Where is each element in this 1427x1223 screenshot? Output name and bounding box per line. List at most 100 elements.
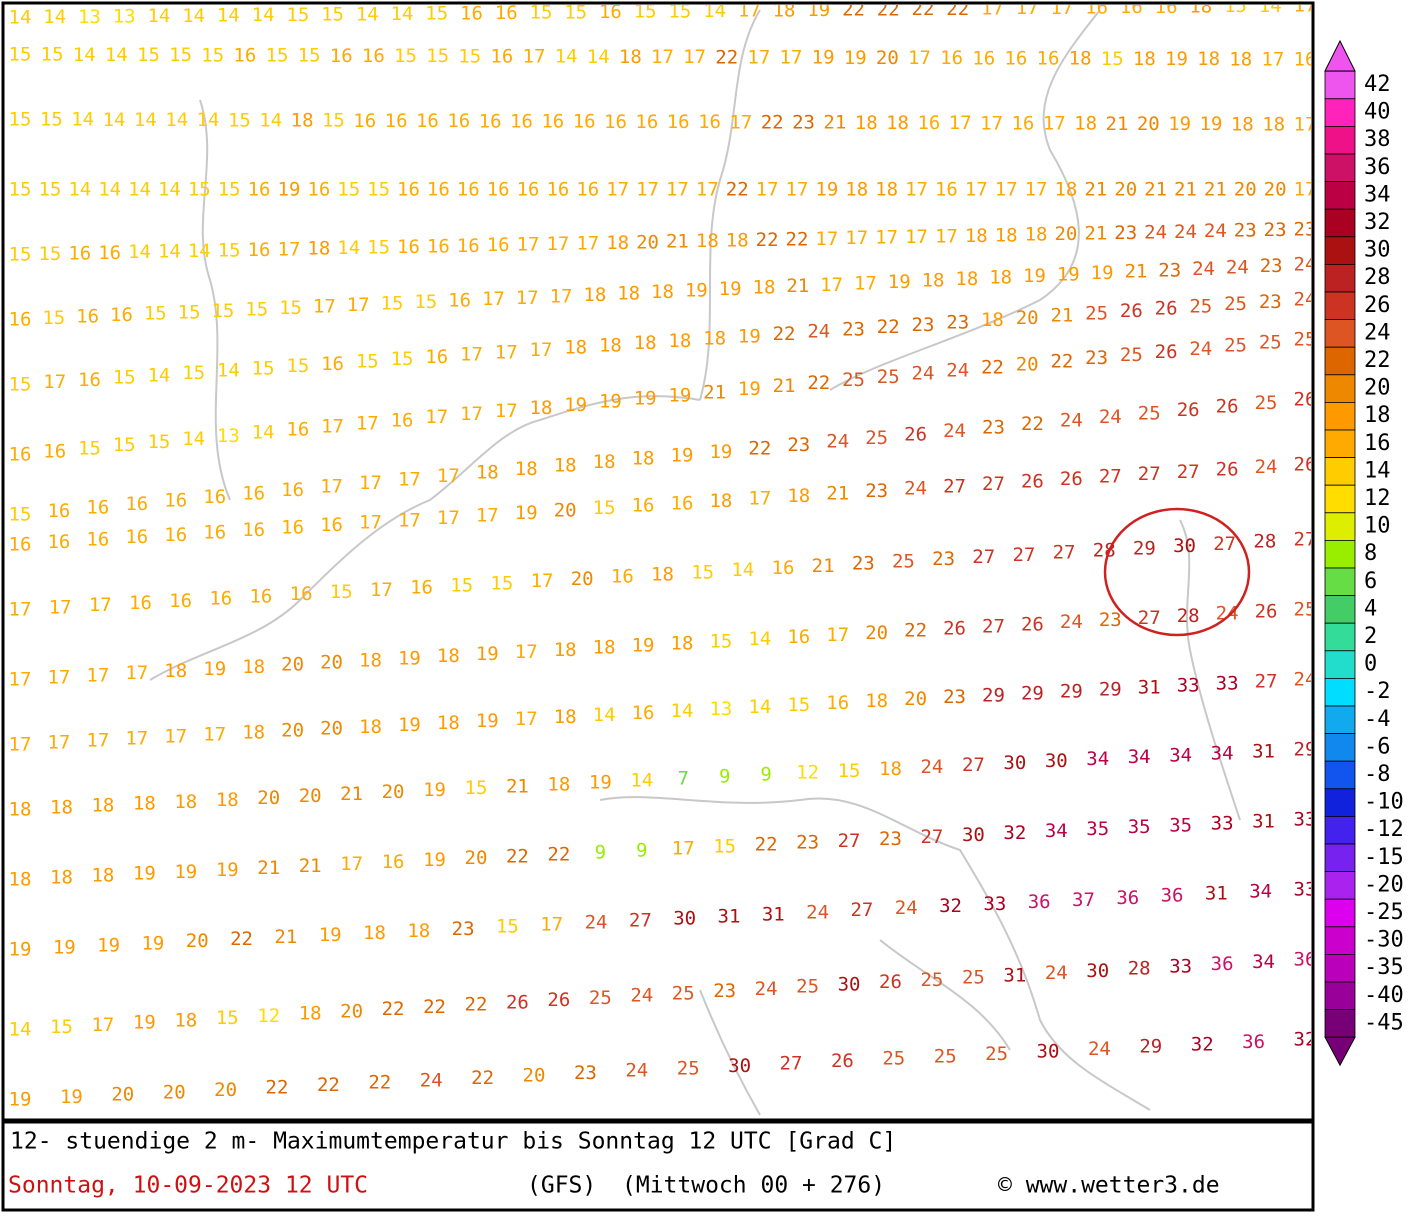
temperature-value: 17 xyxy=(636,179,659,201)
temperature-value: 18 xyxy=(753,277,776,299)
temperature-value: 19 xyxy=(632,635,655,657)
temperature-value: 32 xyxy=(939,895,962,917)
temperature-value: 24 xyxy=(1192,258,1215,280)
temperature-value: 27 xyxy=(1099,466,1122,488)
temperature-value: 33 xyxy=(1294,879,1317,901)
temperature-value: 17 xyxy=(125,728,148,750)
temperature-value: 24 xyxy=(1174,221,1197,243)
temperature-value: 18 xyxy=(216,789,239,811)
temperature-value: 27 xyxy=(780,1053,803,1075)
temperature-value: 14 xyxy=(68,179,91,201)
temperature-value: 15 xyxy=(564,1,587,23)
temperature-value: 16 xyxy=(86,529,109,551)
temperature-value: 22 xyxy=(1021,413,1044,435)
temperature-value: 22 xyxy=(807,372,830,394)
temperature-value: 16 xyxy=(9,309,32,331)
legend-swatch xyxy=(1324,1009,1356,1038)
temperature-value: 24 xyxy=(1088,1038,1111,1060)
temperature-value: 17 xyxy=(826,624,849,646)
temperature-value: 17 xyxy=(359,512,382,534)
temperature-value: 20 xyxy=(465,847,488,869)
temperature-value: 20 xyxy=(320,652,343,674)
temperature-value: 22 xyxy=(1050,350,1073,372)
temperature-value: 16 xyxy=(290,583,313,605)
footer-frame xyxy=(1,1120,1315,1212)
temperature-value: 16 xyxy=(1037,48,1060,70)
temperature-value: 15 xyxy=(50,1016,73,1038)
temperature-value: 24 xyxy=(420,1069,443,1091)
temperature-value: 17 xyxy=(398,509,421,531)
temperature-value: 16 xyxy=(98,242,121,264)
temperature-value: 34 xyxy=(1169,744,1192,766)
temperature-value: 27 xyxy=(1294,529,1317,551)
temperature-value: 23 xyxy=(1234,220,1257,242)
temperature-value: 17 xyxy=(9,734,32,756)
temperature-value: 21 xyxy=(340,783,363,805)
temperature-value: 23 xyxy=(574,1062,597,1084)
temperature-value: 16 xyxy=(541,111,564,133)
temperature-value: 20 xyxy=(1234,179,1257,201)
footer-credit: © www.wetter3.de xyxy=(998,1173,1220,1199)
temperature-value: 26 xyxy=(1255,601,1278,623)
legend-swatch xyxy=(1324,126,1356,155)
temperature-value: 14 xyxy=(128,241,151,263)
temperature-value: 15 xyxy=(838,760,861,782)
temperature-value: 24 xyxy=(912,363,935,385)
temperature-value: 29 xyxy=(1099,678,1122,700)
temperature-value: 16 xyxy=(1085,0,1108,18)
temperature-value: 30 xyxy=(1086,960,1109,982)
temperature-value: 18 xyxy=(703,328,726,350)
legend-label: -45 xyxy=(1364,1010,1404,1035)
legend-label: 42 xyxy=(1364,72,1391,97)
temperature-value: 15 xyxy=(713,836,736,858)
temperature-value: 18 xyxy=(91,865,114,887)
temperature-value: 22 xyxy=(773,323,796,345)
temperature-value: 23 xyxy=(982,416,1005,438)
legend-swatch xyxy=(1324,208,1356,238)
highlight-circle xyxy=(1103,507,1251,637)
temperature-value: 17 xyxy=(531,570,554,592)
temperature-value: 14 xyxy=(337,237,360,259)
temperature-value: 19 xyxy=(476,710,499,732)
temperature-value: 18 xyxy=(583,284,606,306)
temperature-value: 18 xyxy=(299,1003,322,1025)
temperature-value: 23 xyxy=(792,112,815,134)
temperature-value: 14 xyxy=(158,179,181,201)
temperature-value: 17 xyxy=(91,1014,114,1036)
temperature-value: 28 xyxy=(1093,539,1116,561)
temperature-value: 14 xyxy=(748,628,771,650)
temperature-value: 23 xyxy=(787,434,810,456)
temperature-value: 36 xyxy=(1161,885,1184,907)
temperature-value: 24 xyxy=(1060,409,1083,431)
temperature-value: 24 xyxy=(755,978,778,1000)
temperature-value: 27 xyxy=(629,910,652,932)
footer-run: (Mittwoch 00 + 276) xyxy=(622,1173,885,1199)
temperature-value: 17 xyxy=(370,579,393,601)
temperature-value: 21 xyxy=(786,275,809,297)
temperature-value: 29 xyxy=(1060,680,1083,702)
temperature-value: 25 xyxy=(877,366,900,388)
legend-label: -35 xyxy=(1364,955,1404,980)
temperature-value: 17 xyxy=(981,0,1004,19)
temperature-value: 9 xyxy=(760,764,771,786)
temperature-value: 20 xyxy=(571,568,594,590)
temperature-value: 16 xyxy=(47,531,70,553)
temperature-value: 16 xyxy=(787,626,810,648)
temperature-value: 18 xyxy=(133,793,156,815)
legend-label: -10 xyxy=(1364,790,1404,815)
legend-label: -20 xyxy=(1364,872,1404,897)
temperature-value: 29 xyxy=(982,684,1005,706)
temperature-value: 16 xyxy=(86,497,109,519)
temperature-value: 15 xyxy=(218,239,241,261)
temperature-value: 20 xyxy=(320,718,343,740)
temperature-value: 20 xyxy=(554,500,577,522)
temperature-value: 15 xyxy=(42,307,65,329)
temperature-value: 17 xyxy=(203,724,226,746)
legend-label: 4 xyxy=(1364,596,1377,621)
temperature-value: 14 xyxy=(217,360,240,382)
legend-label: 20 xyxy=(1364,376,1391,401)
temperature-value: 16 xyxy=(209,588,232,610)
temperature-value: 27 xyxy=(850,899,873,921)
legend-label: 36 xyxy=(1364,155,1391,180)
temperature-value: 15 xyxy=(113,367,136,389)
